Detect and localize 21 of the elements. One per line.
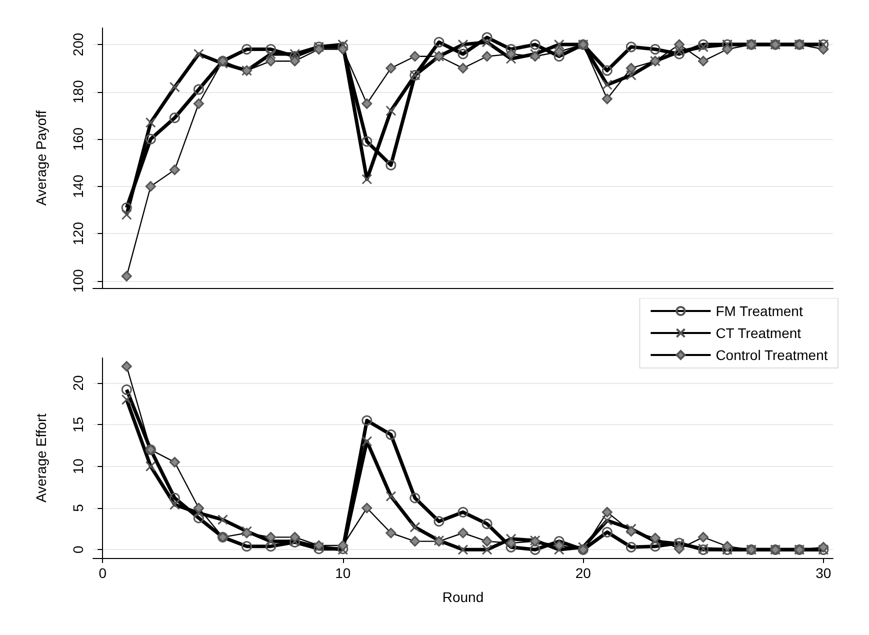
x-axis-title: Round [442, 589, 484, 605]
y-tick-label: 200 [70, 32, 86, 56]
y-axis-title: Average Effort [33, 413, 49, 502]
y-tick-label: 10 [70, 458, 86, 474]
y-tick-label: 100 [70, 269, 86, 293]
y-axis-title: Average Payoff [33, 110, 49, 206]
y-tick-label: 0 [70, 546, 86, 554]
y-tick-label: 140 [70, 174, 86, 198]
legend-label: CT Treatment [716, 325, 802, 341]
y-tick-label: 160 [70, 127, 86, 151]
x-tick-label: 20 [575, 565, 592, 581]
y-tick-label: 180 [70, 80, 86, 104]
y-tick-label: 20 [70, 375, 86, 391]
x-tick-label: 10 [335, 565, 351, 581]
y-tick-label: 15 [70, 416, 86, 432]
x-tick-label: 30 [816, 565, 832, 581]
y-tick-label: 5 [70, 504, 86, 512]
legend-label: Control Treatment [716, 347, 828, 363]
legend-label: FM Treatment [716, 303, 803, 319]
x-tick-label: 0 [98, 565, 107, 581]
y-tick-label: 120 [70, 222, 86, 246]
